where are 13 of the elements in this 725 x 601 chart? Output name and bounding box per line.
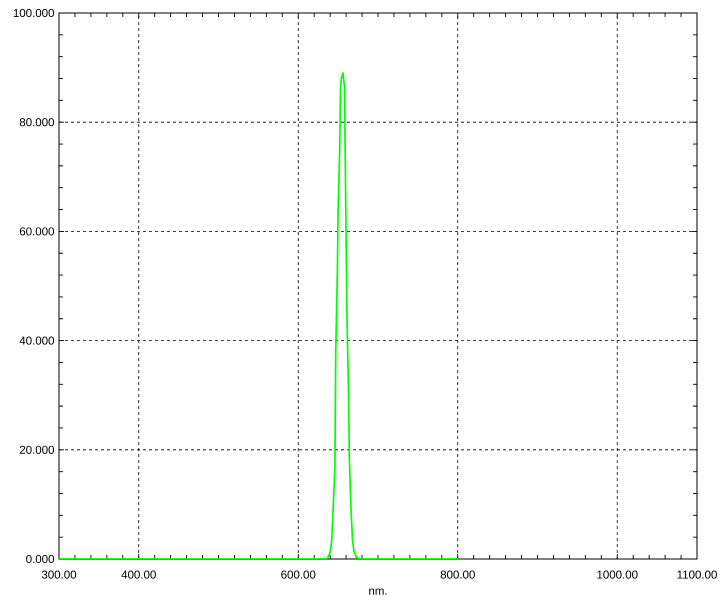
x-tick-label: 300.00 — [42, 570, 76, 579]
y-tick-label: 40.000 — [20, 336, 54, 345]
x-tick-label: 1000.00 — [597, 570, 638, 579]
y-tick-label: 0.000 — [26, 554, 54, 564]
x-tick-label: 800.00 — [440, 570, 475, 579]
y-tick-label: 100.000 — [14, 8, 54, 18]
y-tick-label: 60.000 — [20, 227, 54, 236]
y-tick-label: 20.000 — [20, 446, 54, 454]
x-tick-label: 600.00 — [281, 570, 316, 579]
x-tick-label: 1100.00 — [678, 570, 717, 579]
x-tick-label: 400.00 — [121, 570, 156, 579]
y-tick-label: 80.000 — [20, 118, 54, 126]
x-axis-title: nm. — [369, 588, 387, 595]
